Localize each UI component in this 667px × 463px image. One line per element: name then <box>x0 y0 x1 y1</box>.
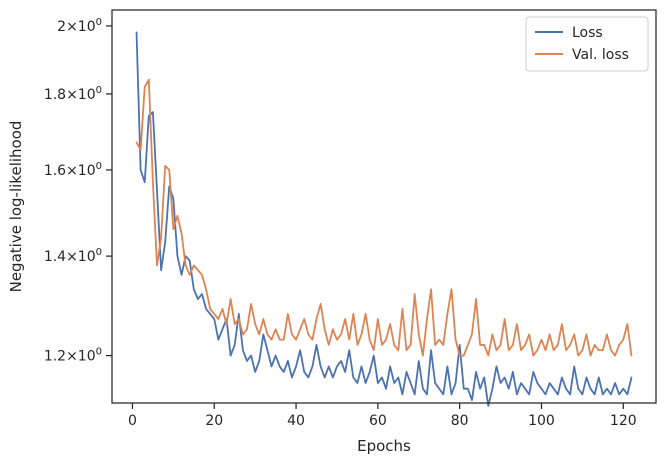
x-tick-label: 80 <box>451 413 469 429</box>
legend-box <box>525 16 649 72</box>
y-tick-label: 1.4×100 <box>44 247 102 265</box>
x-tick-label: 20 <box>205 413 223 429</box>
y-tick-label: 1.8×100 <box>44 85 102 103</box>
series-layer <box>135 31 633 407</box>
y-axis: 1.2×100 1.4×100 1.6×100 1.8×100 2×100 <box>44 17 112 365</box>
plot-area <box>112 10 656 403</box>
y-axis-label: Negative log-likelihood <box>7 121 25 293</box>
y-tick-label: 1.6×100 <box>44 161 102 179</box>
series-line-loss <box>135 31 633 407</box>
x-tick-label: 120 <box>610 413 637 429</box>
plot-frame <box>111 9 657 404</box>
legend-label-val-loss: Val. loss <box>572 47 629 63</box>
series-line-val-loss <box>135 78 633 357</box>
x-tick-label: 100 <box>528 413 555 429</box>
x-axis: 0 20 40 60 80 100 120 <box>128 403 637 429</box>
x-axis-label: Epochs <box>357 437 411 455</box>
y-tick-label: 1.2×100 <box>44 347 102 365</box>
x-tick-label: 60 <box>369 413 387 429</box>
legend: Loss Val. loss <box>525 16 649 72</box>
legend-label-loss: Loss <box>572 25 603 41</box>
x-tick-label: 40 <box>287 413 305 429</box>
x-tick-label: 0 <box>128 413 137 429</box>
y-tick-label: 2×100 <box>57 17 102 35</box>
